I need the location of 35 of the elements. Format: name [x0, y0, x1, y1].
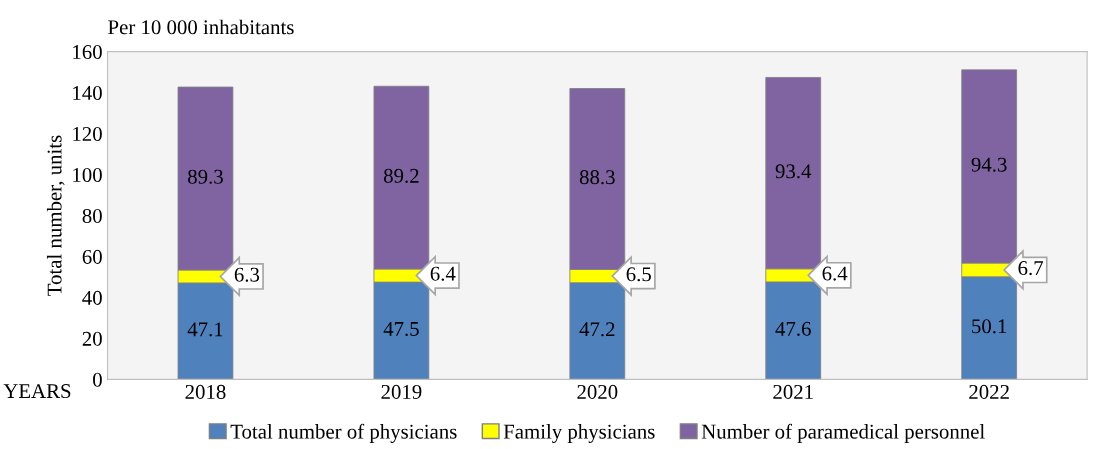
data-label: 93.4 — [775, 164, 812, 179]
data-label: 47.6 — [775, 321, 811, 336]
x-tick-label: 2018 — [185, 384, 226, 399]
data-label: 50.1 — [972, 319, 1007, 334]
x-tick-label: 2020 — [577, 384, 618, 399]
y-tick-label: 60 — [82, 249, 102, 264]
y-tick-label: 160 — [73, 45, 102, 60]
y-tick-label: 80 — [82, 208, 102, 223]
data-label: 47.1 — [187, 322, 223, 337]
data-label: 6.3 — [234, 267, 260, 282]
data-label: 94.3 — [971, 157, 1007, 172]
chart-subtitle: Per 10 000 inhabitants — [108, 19, 294, 35]
data-label: 89.3 — [188, 169, 223, 184]
data-label: 89.2 — [383, 168, 419, 183]
data-label: 47.2 — [579, 322, 615, 337]
data-label: 6.4 — [822, 266, 848, 281]
data-label: 6.4 — [430, 266, 456, 281]
data-label: 88.3 — [579, 170, 615, 185]
data-label: 6.7 — [1018, 261, 1044, 276]
legend-label: Family physicians — [503, 424, 655, 443]
y-tick-label: 120 — [73, 126, 102, 142]
data-label: 6.5 — [626, 267, 651, 282]
y-tick-label: 20 — [82, 331, 102, 346]
text: YEARS — [3, 384, 71, 399]
legend-label: Total number of physicians — [230, 423, 457, 443]
y-tick-label: 140 — [73, 85, 102, 101]
y-tick-label: 40 — [82, 290, 102, 305]
x-tick-label: 2021 — [773, 384, 813, 399]
legend-label: Number of paramedical personnel — [701, 423, 985, 443]
x-tick-label: 2019 — [381, 384, 422, 399]
y-tick-label: 100 — [73, 167, 102, 182]
x-tick-label: 2022 — [969, 384, 1009, 399]
data-label: 47.5 — [383, 322, 419, 337]
y-axis-title: Total number, units — [46, 135, 65, 296]
y-tick-label: 0 — [93, 372, 102, 387]
